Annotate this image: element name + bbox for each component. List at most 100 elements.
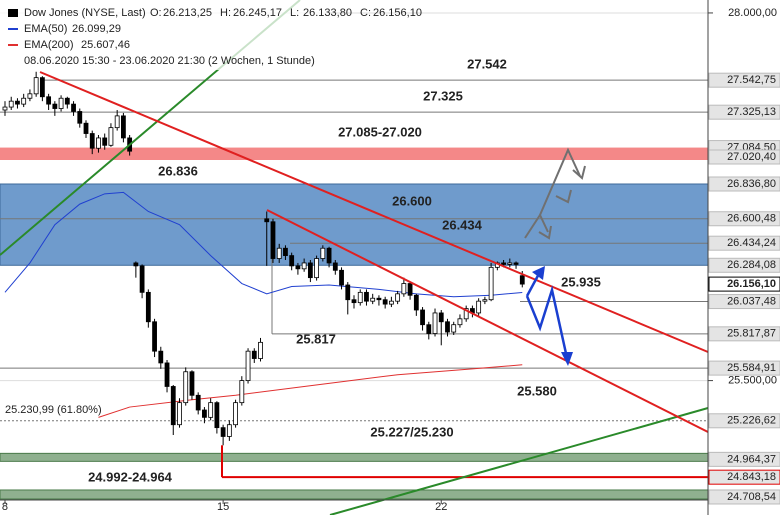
- annotation: 27.542: [467, 56, 507, 71]
- price-label: 26.600,48: [727, 213, 776, 225]
- candle-body: [395, 293, 401, 302]
- arrow: [539, 147, 581, 216]
- candle-body: [307, 262, 313, 279]
- candle-body: [177, 402, 182, 426]
- price-box: [708, 257, 780, 273]
- candle-body: [351, 299, 357, 304]
- arrow-head: [555, 189, 572, 204]
- candle-body: [295, 265, 301, 270]
- trend-line: [266, 209, 709, 433]
- drawings: [0, 0, 709, 515]
- candle-body: [202, 409, 207, 418]
- price-label: 25.584,91: [727, 362, 776, 374]
- price-label: 26.037,48: [727, 295, 776, 307]
- support-zone: [0, 489, 709, 500]
- candle-body: [513, 262, 519, 265]
- price-box: [708, 360, 780, 376]
- interval: (2 Wochen, 1 Stunde): [208, 55, 315, 67]
- price-label: 26.284,08: [727, 259, 776, 271]
- ema-line: [98, 364, 523, 418]
- y-tick-label: 28.000,00: [728, 7, 777, 19]
- candle-body: [364, 291, 369, 302]
- candle-body: [239, 380, 245, 404]
- ohlc-value: 26.156,10: [373, 7, 422, 19]
- candle-body: [77, 111, 83, 124]
- candle-body: [39, 77, 45, 98]
- price-label: 25.817,87: [727, 328, 776, 340]
- candle-body: [357, 291, 363, 304]
- candle-body: [52, 103, 58, 109]
- candle-body: [457, 318, 463, 326]
- price-label: 24.708,54: [727, 491, 776, 503]
- candle-body: [482, 299, 488, 302]
- price-label: 25.226,62: [727, 415, 776, 427]
- ohlc-name: O:: [150, 7, 162, 19]
- price-box: [708, 276, 780, 292]
- candle-body: [332, 262, 338, 271]
- candle-body: [451, 324, 457, 333]
- candle-body: [33, 77, 39, 95]
- annotation: 25.580: [517, 383, 557, 398]
- candle-body: [476, 300, 482, 314]
- candle-body: [89, 133, 95, 149]
- candle-body: [15, 100, 20, 105]
- arrow-head: [561, 352, 573, 366]
- candle-body: [320, 247, 326, 259]
- candle-body: [407, 283, 413, 296]
- candle-body: [426, 324, 432, 334]
- candle-body: [488, 266, 494, 301]
- annotation: 27.085-27.020: [338, 124, 422, 139]
- candle-body: [388, 300, 394, 305]
- price-label: 24.843,18: [727, 471, 776, 483]
- ohlc-value: 26.213,25: [163, 7, 212, 19]
- annotation: 25.227/25.230: [370, 424, 453, 439]
- ohlc-value: 26.245,17: [233, 7, 282, 19]
- resistance-zone: [0, 183, 709, 266]
- candle-body: [463, 308, 469, 320]
- candle-body: [432, 312, 438, 334]
- candle-body: [245, 350, 251, 381]
- candle-body: [283, 247, 288, 256]
- candle-body: [345, 284, 351, 301]
- x-tick-label: 15: [217, 501, 229, 513]
- price-label: 27.325,13: [727, 106, 776, 118]
- candle-body: [339, 269, 344, 286]
- candle-body: [208, 402, 214, 418]
- candle-body: [413, 294, 419, 311]
- arrow-head: [538, 225, 552, 240]
- candle-body: [233, 402, 238, 426]
- annotation: 27.325: [423, 88, 463, 103]
- candle-body: [420, 309, 425, 326]
- candle-body: [114, 115, 120, 129]
- candle-body: [133, 262, 139, 267]
- ohlc-name: C:: [360, 7, 371, 19]
- plot-area: 27.542 27.325 27.085-27.020 26.836 26.600 26.…: [2, 56, 601, 484]
- candle-body: [382, 299, 388, 305]
- price-box: [708, 235, 780, 251]
- trend-line: [39, 71, 709, 353]
- candle-body: [195, 394, 201, 411]
- price-box: [708, 176, 780, 192]
- candle-body: [102, 137, 108, 146]
- candle-body: [139, 265, 145, 293]
- price-box: [708, 211, 780, 227]
- annotation: 26.600: [392, 193, 432, 208]
- price-box: [708, 104, 780, 120]
- candle-body: [2, 106, 8, 111]
- price-box: [708, 72, 780, 88]
- annotation: 24.992-24.964: [88, 469, 173, 484]
- candle-body: [189, 371, 195, 396]
- legend-label: EMA(50): [24, 23, 67, 35]
- ema-line: [4, 191, 523, 298]
- candle-body: [326, 247, 332, 264]
- candle-body: [519, 275, 525, 285]
- candle-body: [401, 283, 407, 295]
- candle-body: [108, 127, 114, 146]
- price-box: [708, 294, 780, 310]
- ohlc-name: L:: [290, 7, 299, 19]
- trend-line: [329, 407, 709, 515]
- candle-body: [83, 122, 89, 134]
- price-box: [708, 451, 780, 467]
